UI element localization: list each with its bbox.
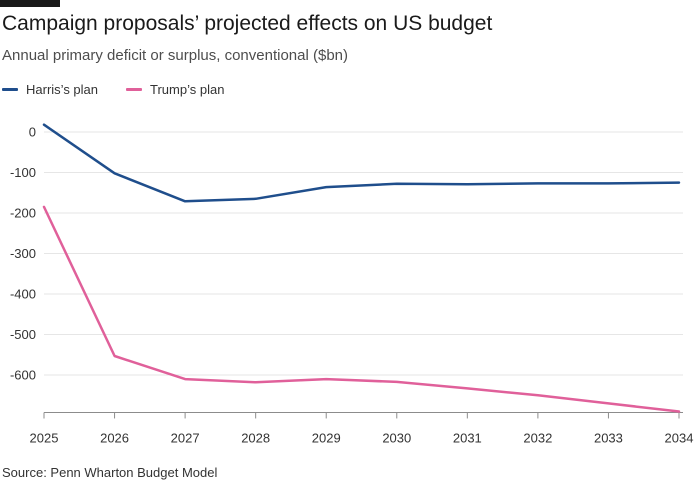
y-tick-label: 0 — [29, 125, 36, 140]
line-chart: 0 -100 -200 -300 -400 -500 -600 2025 2026 2027 202… — [10, 123, 694, 445]
brand-bar — [0, 0, 60, 7]
series-line-trump — [42, 205, 681, 413]
x-tick-label: 2032 — [523, 430, 552, 445]
x-tick-label: 2027 — [171, 430, 200, 445]
x-tick-label: 2026 — [100, 430, 129, 445]
legend-item-trump: Trump’s plan — [126, 82, 224, 97]
source-note: Source: Penn Wharton Budget Model — [2, 465, 218, 480]
x-tick-label: 2028 — [241, 430, 270, 445]
y-tick-label: -200 — [10, 206, 36, 221]
legend: Harris’s plan Trump’s plan — [2, 80, 252, 98]
x-tick-label: 2034 — [665, 430, 694, 445]
series-line-harris — [42, 123, 681, 203]
legend-item-harris: Harris’s plan — [2, 82, 98, 97]
legend-label-trump: Trump’s plan — [150, 81, 225, 97]
y-tick-label: -500 — [10, 327, 36, 342]
x-tick-label: 2025 — [30, 430, 59, 445]
y-tick-label: -100 — [10, 165, 36, 180]
y-tick-label: -400 — [10, 287, 36, 302]
legend-label-harris: Harris’s plan — [26, 81, 99, 97]
legend-swatch-harris — [2, 87, 18, 91]
legend-swatch-trump — [126, 87, 143, 91]
chart-subtitle: Annual primary deficit or surplus, conve… — [2, 47, 349, 64]
y-tick-label: -600 — [10, 368, 36, 383]
chart-title: Campaign proposals’ projected effects on… — [2, 12, 493, 35]
y-tick-label: -300 — [10, 246, 36, 261]
x-tick-label: 2029 — [312, 430, 341, 445]
x-tick-label: 2030 — [382, 430, 411, 445]
x-tick-label: 2031 — [453, 430, 482, 445]
x-tick-label: 2033 — [594, 430, 623, 445]
